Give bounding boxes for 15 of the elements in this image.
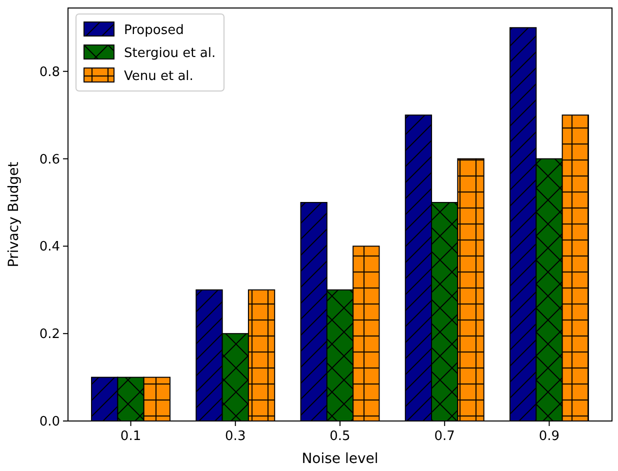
- x-tick-label: 0.5: [330, 429, 350, 444]
- x-tick-label: 0.3: [225, 429, 246, 444]
- y-tick-label: 0.2: [39, 327, 60, 342]
- legend-label: Proposed: [124, 23, 184, 38]
- legend-label: Venu et al.: [124, 69, 194, 84]
- legend-label: Stergiou et al.: [124, 46, 216, 61]
- x-axis-title: Noise level: [302, 451, 378, 467]
- x-tick-label: 0.1: [120, 429, 142, 444]
- y-axis-title: Privacy Budget: [6, 161, 22, 268]
- y-tick-label: 0.6: [39, 152, 60, 168]
- x-tick-label: 0.9: [538, 429, 560, 444]
- y-tick-label: 0.4: [39, 240, 60, 255]
- x-tick-label: 0.7: [434, 429, 455, 444]
- y-tick-label: 0.8: [39, 64, 60, 80]
- y-tick-label: 0.0: [39, 414, 60, 430]
